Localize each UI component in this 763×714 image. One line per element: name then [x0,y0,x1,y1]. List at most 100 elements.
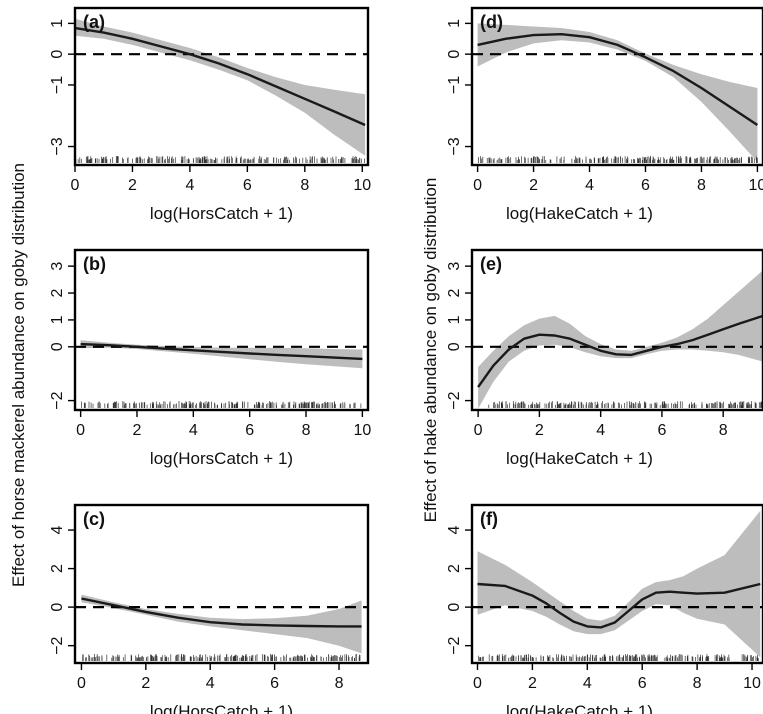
x-axis-title: log(HakeCatch + 1) [506,204,653,223]
x-tick-label: 4 [185,177,194,194]
rug-ticks [81,401,362,408]
plot-area [75,18,368,163]
rug-ticks [82,654,361,661]
panel-frame [470,6,763,167]
fitted-curve [75,26,366,127]
y-axis-title-left: Effect of horse mackerel abundance on go… [9,163,28,587]
x-tick-label: 4 [189,422,198,439]
fitted-curve [477,582,761,629]
x-tick-label: 4 [585,177,594,194]
x-tick-label: 2 [529,177,538,194]
x-tick-label: 6 [245,422,254,439]
x-axis-title: log(HorsCatch + 1) [150,449,293,468]
confidence-band [477,23,758,162]
x-tick-label: 2 [141,675,150,692]
panel-a: 0 2 4 6 8 10 −3 −1 0 1 (a) log(HorsCatch + 1) [49,6,371,223]
rug-ticks [488,401,763,408]
x-tick-label: 4 [596,422,605,439]
x-tick-label: 0 [473,675,482,692]
x-tick-label: 0 [474,422,483,439]
rug-ticks [478,654,759,661]
x-tick-label: 6 [657,422,666,439]
confidence-band [80,340,363,369]
y-tick-label: 4 [49,526,66,535]
x-tick-label: 4 [583,675,592,692]
confidence-band [477,510,761,658]
panels-layer: 0 2 4 6 8 10−3−101 (a)log(HorsCatch + 1)0 2 4 6 8 1… [49,6,763,714]
plot-area [472,23,763,163]
y-tick-label: −1 [446,76,463,94]
x-tick-label: 6 [270,675,279,692]
x-tick-label: 6 [243,177,252,194]
confidence-band [478,270,763,409]
y-tick-label: 1 [49,19,66,28]
fitted-curve [80,342,363,361]
plot-area [472,510,763,661]
panel-letter: (b) [83,254,106,274]
x-tick-label: 6 [641,177,650,194]
y-tick-label: −2 [49,391,66,409]
x-axis-title: log(HakeCatch + 1) [506,449,653,468]
y-tick-label: 0 [446,50,463,59]
x-tick-label: 10 [353,422,371,439]
x-tick-label: 8 [302,422,311,439]
plot-area [75,594,368,661]
panel-frame [470,503,763,665]
panel-frame [73,6,370,167]
rug-ticks [75,156,365,163]
confidence-band [75,18,366,156]
x-tick-label: 8 [697,177,706,194]
panel-frame [470,248,763,412]
x-tick-label: 0 [77,675,86,692]
x-tick-label: 8 [335,675,344,692]
y-tick-label: 0 [446,342,463,351]
y-tick-label: 0 [446,603,463,612]
x-tick-label: 2 [128,177,137,194]
plot-area [472,270,763,409]
y-tick-label: 0 [49,342,66,351]
x-tick-label: 0 [473,177,482,194]
fitted-curve [477,314,763,388]
x-tick-label: 2 [535,422,544,439]
y-tick-label: 2 [49,288,66,297]
y-tick-label: 2 [446,564,463,573]
panel-letter: (a) [83,12,105,32]
x-tick-label: 2 [133,422,142,439]
panel-letter: (e) [480,254,502,274]
fitted-curve [477,33,759,127]
x-tick-label: 6 [638,675,647,692]
y-tick-label: 2 [49,564,66,573]
x-tick-label: 8 [693,675,702,692]
plot-area [75,340,368,408]
panel-letter: (c) [83,509,105,529]
y-tick-label: 3 [49,262,66,271]
panel-frame [73,248,370,412]
panel-letter: (f) [480,509,498,529]
x-tick-label: 0 [76,422,85,439]
x-tick-label: 8 [719,422,728,439]
x-axis-title: log(HorsCatch + 1) [150,702,293,714]
panel-b: 0 2 4 6 8 10 −2 0 1 2 3 (b) log(HorsCatch + 1) [49,248,371,468]
y-tick-label: 0 [49,50,66,59]
y-tick-label: 3 [446,262,463,271]
y-tick-label: 0 [49,603,66,612]
panel-c: 0 2 4 6 8 −2 0 2 4 (c) log(HorsCatch + 1) [49,503,370,714]
panel-d: 0 2 4 6 8 10 −3 −1 0 1 (d) log(HakeCatch + 1) [446,6,763,223]
y-tick-label: 1 [446,315,463,324]
y-tick-label: −2 [446,391,463,409]
x-tick-label: 8 [300,177,309,194]
y-tick-label: −3 [49,137,66,155]
y-axis-title-right: Effect of hake abundance on goby distrib… [421,178,440,523]
y-tick-label: 4 [446,526,463,535]
y-tick-label: −2 [49,636,66,654]
x-tick-label: 10 [743,675,761,692]
panel-e: 0 2 4 6 8 −2 0 1 2 3 (e) log(HakeCatch + 1) [446,248,763,468]
x-tick-label: 10 [353,177,371,194]
fitted-curve [81,597,362,628]
panel-frame [73,503,370,665]
y-tick-label: −3 [446,137,463,155]
x-tick-label: 0 [71,177,80,194]
x-tick-label: 2 [528,675,537,692]
x-axis-title: log(HakeCatch + 1) [506,702,653,714]
